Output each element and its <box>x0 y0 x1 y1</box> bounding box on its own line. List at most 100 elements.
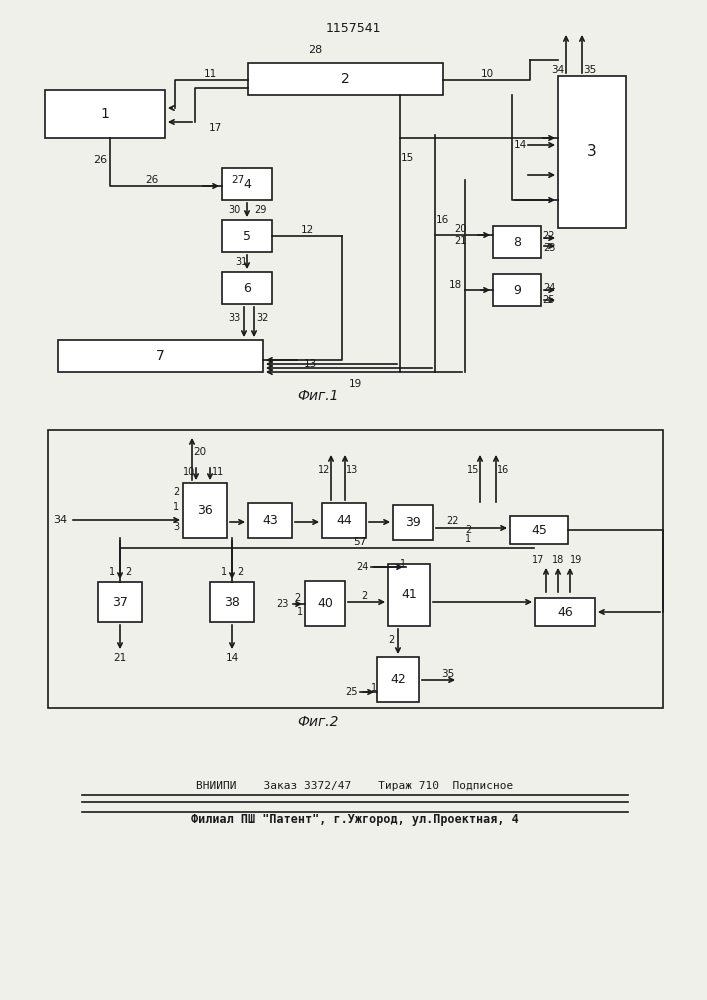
Bar <box>388 564 430 626</box>
Text: 20: 20 <box>194 447 206 457</box>
Text: 1: 1 <box>465 534 471 544</box>
Text: 37: 37 <box>112 595 128 608</box>
Text: 2: 2 <box>361 591 367 601</box>
Text: 2: 2 <box>341 72 350 86</box>
Text: 25: 25 <box>346 687 358 697</box>
Text: 4: 4 <box>243 178 251 190</box>
Text: 9: 9 <box>513 284 521 296</box>
Text: 1: 1 <box>221 567 227 577</box>
Text: 20: 20 <box>454 224 466 234</box>
Text: 28: 28 <box>308 45 322 55</box>
Bar <box>322 503 366 538</box>
Text: 11: 11 <box>212 467 224 477</box>
Text: 23: 23 <box>543 243 555 253</box>
Text: 25: 25 <box>543 295 555 305</box>
Bar <box>510 516 568 544</box>
Text: 38: 38 <box>224 595 240 608</box>
Bar <box>58 340 263 372</box>
Text: 6: 6 <box>243 282 251 294</box>
Text: 19: 19 <box>349 379 361 389</box>
Text: 45: 45 <box>531 524 547 536</box>
Text: 18: 18 <box>448 280 462 290</box>
Text: 26: 26 <box>93 155 107 165</box>
Text: 11: 11 <box>204 69 216 79</box>
Text: 1: 1 <box>109 567 115 577</box>
Text: 46: 46 <box>557 605 573 618</box>
Text: 17: 17 <box>209 123 221 133</box>
Bar <box>222 272 272 304</box>
Text: 2: 2 <box>125 567 131 577</box>
Bar <box>393 505 433 540</box>
Text: 10: 10 <box>183 467 195 477</box>
Text: 44: 44 <box>336 514 352 527</box>
Bar <box>248 63 443 95</box>
Bar <box>48 430 663 708</box>
Bar <box>535 598 595 626</box>
Text: 24: 24 <box>356 562 368 572</box>
Text: 35: 35 <box>441 669 455 679</box>
Text: 21: 21 <box>113 653 127 663</box>
Text: Фиг.1: Фиг.1 <box>297 389 339 403</box>
Text: 3: 3 <box>173 522 179 532</box>
Bar <box>222 220 272 252</box>
Text: 16: 16 <box>436 215 449 225</box>
Text: 32: 32 <box>257 313 269 323</box>
Text: 27: 27 <box>231 175 245 185</box>
Text: 22: 22 <box>447 516 460 526</box>
Text: 42: 42 <box>390 673 406 686</box>
Text: 23: 23 <box>276 599 288 609</box>
Text: Филиал ПШ "Патент", г.Ужгород, ул.Проектная, 4: Филиал ПШ "Патент", г.Ужгород, ул.Проект… <box>191 814 519 826</box>
Text: 7: 7 <box>156 349 165 363</box>
Bar <box>493 226 541 258</box>
Text: 1: 1 <box>100 107 110 121</box>
Bar <box>248 503 292 538</box>
Text: 43: 43 <box>262 514 278 527</box>
Text: 35: 35 <box>583 65 597 75</box>
Text: 14: 14 <box>226 653 239 663</box>
Text: 8: 8 <box>513 235 521 248</box>
Text: 34: 34 <box>551 65 565 75</box>
Bar <box>305 581 345 626</box>
Text: 1: 1 <box>400 559 406 569</box>
Text: 2: 2 <box>173 487 179 497</box>
Text: 1157541: 1157541 <box>325 21 381 34</box>
Text: 21: 21 <box>454 236 466 246</box>
Text: 2: 2 <box>237 567 243 577</box>
Bar <box>45 90 165 138</box>
Text: 30: 30 <box>228 205 240 215</box>
Text: 26: 26 <box>146 175 158 185</box>
Text: 10: 10 <box>481 69 493 79</box>
Text: 2: 2 <box>465 525 471 535</box>
Text: 1: 1 <box>371 683 377 693</box>
Bar <box>558 76 626 228</box>
Text: 15: 15 <box>467 465 479 475</box>
Text: 13: 13 <box>346 465 358 475</box>
Text: 18: 18 <box>552 555 564 565</box>
Text: Фиг.2: Фиг.2 <box>297 715 339 729</box>
Text: 14: 14 <box>513 140 527 150</box>
Text: 16: 16 <box>497 465 509 475</box>
Text: 3: 3 <box>587 144 597 159</box>
Bar <box>222 168 272 200</box>
Text: 57: 57 <box>354 537 367 547</box>
Text: 2: 2 <box>294 593 300 603</box>
Text: 13: 13 <box>303 359 317 369</box>
Text: 1: 1 <box>173 502 179 512</box>
Text: 33: 33 <box>228 313 240 323</box>
Text: 31: 31 <box>235 257 247 267</box>
Text: 39: 39 <box>405 516 421 529</box>
Text: 1: 1 <box>297 607 303 617</box>
Text: 24: 24 <box>543 283 555 293</box>
Bar <box>210 582 254 622</box>
Text: 41: 41 <box>401 588 417 601</box>
Bar <box>377 657 419 702</box>
Bar <box>183 483 227 538</box>
Text: 36: 36 <box>197 504 213 517</box>
Text: 22: 22 <box>543 231 555 241</box>
Text: 40: 40 <box>317 597 333 610</box>
Text: 2: 2 <box>388 635 394 645</box>
Text: 12: 12 <box>318 465 330 475</box>
Text: 29: 29 <box>254 205 267 215</box>
Text: 34: 34 <box>53 515 67 525</box>
Text: 19: 19 <box>570 555 582 565</box>
